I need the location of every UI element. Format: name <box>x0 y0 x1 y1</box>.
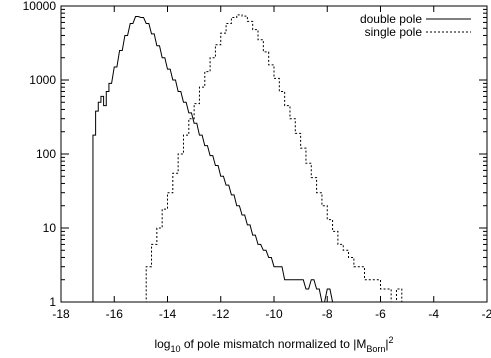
x-tick-label: -18 <box>52 307 70 321</box>
series-layer <box>90 14 413 303</box>
y-tick-label: 1 <box>49 295 56 309</box>
x-axis-label: log10 of pole mismatch normalized to |MB… <box>154 335 393 354</box>
x-tick-label: -6 <box>375 307 386 321</box>
legend-label-double-pole: double pole <box>360 12 422 26</box>
series-line-double-pole <box>90 16 341 303</box>
x-tick-label: -14 <box>159 307 177 321</box>
x-tick-label: -4 <box>428 307 439 321</box>
x-tick-label: -10 <box>265 307 283 321</box>
legend-label-single-pole: single pole <box>365 25 423 39</box>
x-tick-label: -2 <box>482 307 491 321</box>
y-tick-label: 10000 <box>23 0 57 13</box>
series-line-single-pole <box>140 14 413 303</box>
y-tick-label: 100 <box>36 147 56 161</box>
x-tick-label: -16 <box>106 307 124 321</box>
y-tick-label: 10 <box>43 221 57 235</box>
tick-marks <box>60 5 488 303</box>
tick-labels: -18 -16 -14 -12 -10 -8 -6 -4 -2 1 10 100 1000 10000 <box>23 0 491 321</box>
plot-frame <box>60 5 488 303</box>
y-tick-label: 1000 <box>29 73 56 87</box>
x-tick-label: -8 <box>322 307 333 321</box>
x-tick-label: -12 <box>212 307 230 321</box>
